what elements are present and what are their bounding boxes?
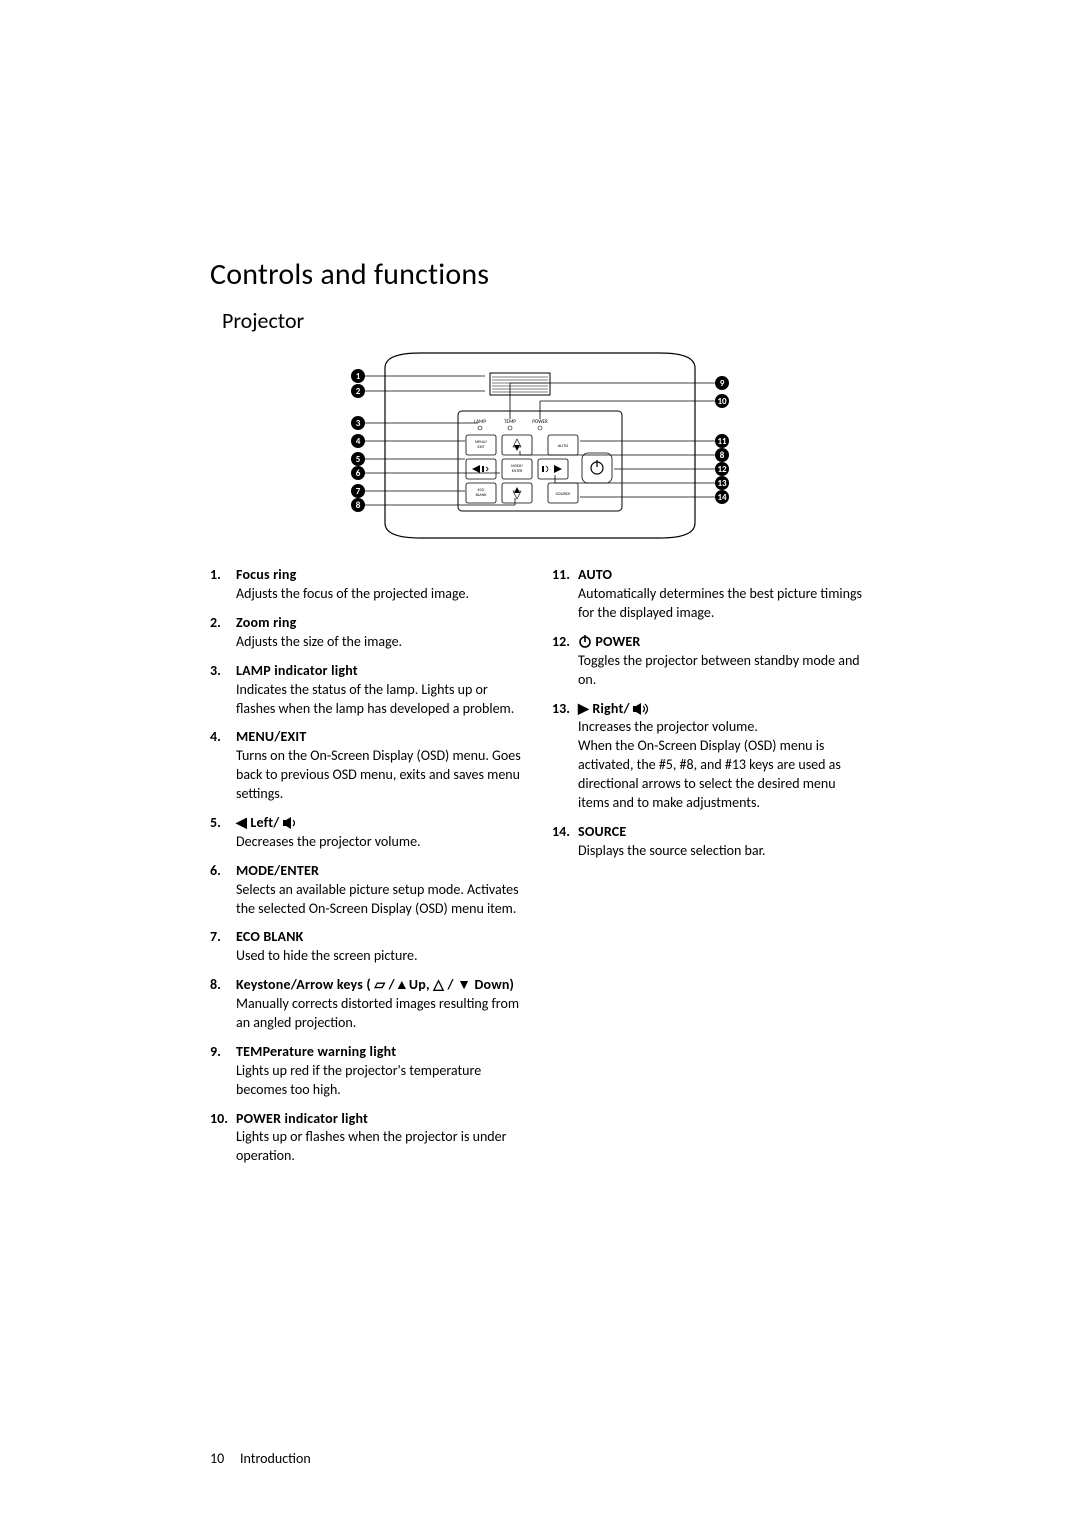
footer-page-number: 10 (210, 1450, 224, 1467)
svg-text:POWER: POWER (532, 419, 548, 425)
item-description: Indicates the status of the lamp. Lights… (236, 681, 528, 719)
item-term: POWER indicator light (236, 1110, 368, 1127)
list-item: 7.ECO BLANK Used to hide the screen pictu… (210, 928, 528, 966)
list-item: 1.Focus ring Adjusts the focus of the pro… (210, 566, 528, 604)
right-column: 11.AUTO Automatically determines the best… (552, 566, 870, 1176)
list-item: 13.▶ Right/ Increases the projector volu… (552, 700, 870, 813)
page-title: Controls and functions (210, 255, 870, 296)
item-term: POWER (578, 633, 641, 650)
svg-text:14: 14 (717, 492, 727, 503)
item-description: Toggles the projector between standby mo… (578, 652, 870, 690)
left-column: 1.Focus ring Adjusts the focus of the pro… (210, 566, 528, 1176)
item-term: Zoom ring (236, 614, 297, 631)
svg-text:4: 4 (356, 436, 361, 447)
list-item: 8.Keystone/Arrow keys ( ▱ /▲Up, △ / ▼ Do… (210, 976, 528, 1033)
item-term: Focus ring (236, 566, 296, 583)
svg-text:6: 6 (356, 468, 361, 479)
item-number: 4. (210, 728, 236, 804)
svg-text:BLANK: BLANK (476, 493, 488, 498)
svg-text:10: 10 (717, 396, 727, 407)
item-term: AUTO (578, 566, 612, 583)
svg-text:EXIT: EXIT (478, 445, 485, 450)
item-number: 8. (210, 976, 236, 1033)
item-number: 3. (210, 662, 236, 719)
svg-text:3: 3 (356, 418, 361, 429)
item-description: Lights up red if the projector's tempera… (236, 1062, 528, 1100)
list-item: 12. POWER Toggles the projector between s… (552, 633, 870, 690)
svg-text:9: 9 (720, 378, 725, 389)
item-term: ▶ Right/ (578, 700, 653, 717)
item-term: TEMPerature warning light (236, 1043, 396, 1060)
item-number: 2. (210, 614, 236, 652)
svg-text:2: 2 (356, 386, 361, 397)
svg-text:LAMP: LAMP (474, 419, 486, 425)
item-number: 14. (552, 823, 578, 861)
item-description: Increases the projector volume. (578, 718, 870, 737)
item-number: 13. (552, 700, 578, 813)
list-item: 9.TEMPerature warning light Lights up red… (210, 1043, 528, 1100)
item-number: 12. (552, 633, 578, 690)
item-term: Keystone/Arrow keys ( ▱ /▲Up, △ / ▼ Down… (236, 976, 514, 993)
item-number: 9. (210, 1043, 236, 1100)
svg-text:ENTER: ENTER (512, 469, 523, 474)
list-item: 3.LAMP indicator light Indicates the stat… (210, 662, 528, 719)
item-description: Selects an available picture setup mode.… (236, 881, 528, 919)
item-description: Adjusts the focus of the projected image… (236, 585, 528, 604)
item-description: Decreases the projector volume. (236, 833, 528, 852)
footer-section: Introduction (240, 1450, 311, 1467)
item-term: SOURCE (578, 823, 626, 840)
item-description: When the On-Screen Display (OSD) menu is… (578, 737, 870, 813)
list-item: 6.MODE/ENTER Selects an available picture… (210, 862, 528, 919)
page-subtitle: Projector (222, 306, 870, 336)
item-description: Lights up or flashes when the projector … (236, 1128, 528, 1166)
description-columns: 1.Focus ring Adjusts the focus of the pro… (210, 566, 870, 1176)
diagram-container: LAMP TEMP POWER MENU/ EXIT AUTO MODE/ (210, 343, 870, 548)
svg-text:5: 5 (356, 454, 361, 465)
item-number: 10. (210, 1110, 236, 1167)
page-footer: 10 Introduction (210, 1450, 311, 1469)
svg-text:11: 11 (717, 436, 727, 447)
svg-text:7: 7 (356, 486, 361, 497)
svg-text:13: 13 (717, 478, 727, 489)
item-term: ECO BLANK (236, 928, 304, 945)
list-item: 2.Zoom ring Adjusts the size of the image… (210, 614, 528, 652)
item-term: MENU/EXIT (236, 728, 306, 745)
svg-text:1: 1 (356, 371, 361, 382)
item-description: Adjusts the size of the image. (236, 633, 528, 652)
item-number: 7. (210, 928, 236, 966)
item-number: 11. (552, 566, 578, 623)
list-item: 14.SOURCE Displays the source selection b… (552, 823, 870, 861)
list-item: 4.MENU/EXIT Turns on the On-Screen Displa… (210, 728, 528, 804)
projector-diagram: LAMP TEMP POWER MENU/ EXIT AUTO MODE/ (330, 343, 750, 548)
svg-text:12: 12 (717, 464, 727, 475)
svg-text:SOURCE: SOURCE (556, 492, 572, 497)
list-item: 5.◀ Left/ Decreases the projector volume… (210, 814, 528, 852)
item-description: Displays the source selection bar. (578, 842, 870, 861)
item-number: 1. (210, 566, 236, 604)
svg-text:8: 8 (720, 450, 725, 461)
item-description: Automatically determines the best pictur… (578, 585, 870, 623)
list-item: 10.POWER indicator lightLights up or fla… (210, 1110, 528, 1167)
item-description: Used to hide the screen picture. (236, 947, 528, 966)
item-term: MODE/ENTER (236, 862, 319, 879)
item-number: 6. (210, 862, 236, 919)
item-term: LAMP indicator light (236, 662, 358, 679)
svg-text:AUTO: AUTO (558, 444, 568, 449)
item-number: 5. (210, 814, 236, 852)
list-item: 11.AUTO Automatically determines the best… (552, 566, 870, 623)
item-description: Manually corrects distorted images resul… (236, 995, 528, 1033)
item-term: ◀ Left/ (236, 814, 299, 831)
svg-text:8: 8 (356, 500, 361, 511)
svg-text:TEMP: TEMP (504, 419, 516, 425)
item-description: Turns on the On-Screen Display (OSD) men… (236, 747, 528, 804)
